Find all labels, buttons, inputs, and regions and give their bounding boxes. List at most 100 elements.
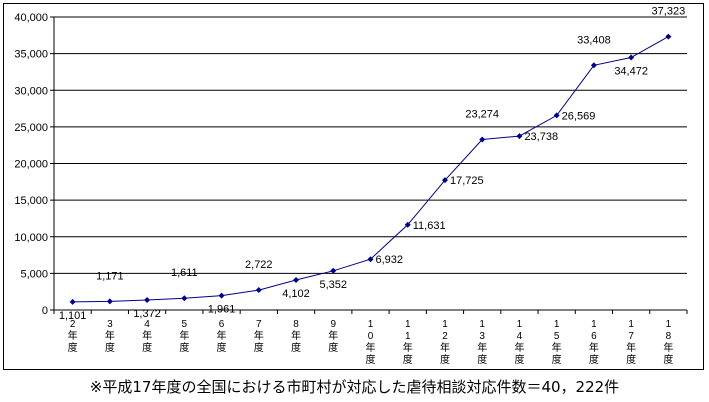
svg-text:5: 5 — [554, 331, 560, 342]
svg-text:度: 度 — [589, 353, 599, 366]
data-label: 2,722 — [245, 259, 273, 271]
data-point — [69, 298, 76, 305]
svg-text:6: 6 — [219, 319, 225, 330]
line-chart: 0 5,000 10,000 15,000 20,000 25,000 30,000 35,0… — [14, 6, 688, 366]
svg-text:度: 度 — [477, 353, 487, 366]
chart-frame: 0 5,000 10,000 15,000 20,000 25,000 30,000 35,0… — [3, 3, 704, 370]
data-point — [218, 292, 225, 299]
y-tick-label: 20,000 — [14, 159, 48, 171]
svg-text:年: 年 — [328, 329, 338, 342]
svg-text:6: 6 — [591, 331, 597, 342]
svg-text:年: 年 — [217, 329, 227, 342]
svg-text:年: 年 — [663, 341, 673, 354]
x-tick-label: 5年度 — [179, 319, 189, 354]
y-tick-label: 15,000 — [14, 195, 48, 207]
x-tick-label: 17年度 — [626, 319, 636, 366]
svg-text:年: 年 — [477, 341, 487, 354]
svg-text:年: 年 — [68, 329, 78, 342]
x-tick-label: 9年度 — [328, 319, 338, 354]
data-point — [628, 54, 635, 61]
data-label: 1,372 — [133, 308, 161, 320]
svg-text:度: 度 — [291, 341, 301, 354]
svg-text:8: 8 — [666, 331, 672, 342]
svg-text:8: 8 — [293, 319, 299, 330]
svg-text:年: 年 — [589, 341, 599, 354]
data-point — [106, 298, 113, 305]
svg-text:0: 0 — [368, 331, 374, 342]
svg-text:年: 年 — [142, 329, 152, 342]
svg-text:1: 1 — [666, 319, 672, 330]
svg-text:4: 4 — [144, 319, 150, 330]
x-tick-label: 4年度 — [142, 319, 152, 354]
svg-text:1: 1 — [405, 319, 411, 330]
y-tick-label: 40,000 — [14, 12, 48, 24]
svg-text:度: 度 — [366, 353, 376, 366]
svg-text:1: 1 — [405, 331, 411, 342]
svg-text:年: 年 — [366, 341, 376, 354]
svg-text:度: 度 — [68, 341, 78, 354]
data-point — [330, 267, 337, 274]
data-point — [516, 133, 523, 140]
data-point — [144, 296, 151, 303]
x-tick-label: 7年度 — [254, 319, 264, 354]
data-label: 17,725 — [450, 175, 484, 187]
chart-note: ※平成17年度の全国における市町村が対応した虐待相談対応件数＝40，222件 — [89, 378, 620, 396]
y-tick-label: 35,000 — [14, 49, 48, 61]
svg-text:1: 1 — [368, 319, 374, 330]
data-label: 33,408 — [577, 34, 611, 46]
svg-text:1: 1 — [479, 319, 485, 330]
svg-text:度: 度 — [328, 341, 338, 354]
data-label: 23,738 — [524, 131, 558, 143]
svg-text:7: 7 — [628, 331, 634, 342]
x-tick-label: 2年度 — [68, 319, 78, 354]
data-label: 1,961 — [208, 304, 236, 316]
svg-text:度: 度 — [179, 341, 189, 354]
svg-text:度: 度 — [254, 341, 264, 354]
data-label: 11,631 — [413, 220, 446, 232]
svg-text:度: 度 — [105, 341, 115, 354]
svg-text:度: 度 — [217, 341, 227, 354]
svg-text:1: 1 — [442, 319, 448, 330]
svg-text:年: 年 — [626, 341, 636, 354]
data-point — [479, 136, 486, 143]
data-point — [553, 112, 560, 119]
svg-text:年: 年 — [291, 329, 301, 342]
svg-text:1: 1 — [591, 319, 597, 330]
data-label: 4,102 — [282, 288, 310, 300]
svg-text:年: 年 — [179, 329, 189, 342]
y-tick-label: 25,000 — [14, 122, 48, 134]
svg-text:年: 年 — [105, 329, 115, 342]
x-tick-label: 8年度 — [291, 319, 301, 354]
y-tick-label: 10,000 — [14, 232, 48, 244]
svg-text:1: 1 — [554, 319, 560, 330]
y-tick-label: 0 — [42, 305, 48, 317]
data-point — [181, 295, 188, 302]
data-label: 1,611 — [171, 267, 198, 279]
data-point — [367, 256, 374, 263]
data-point — [255, 287, 262, 294]
svg-text:度: 度 — [514, 353, 524, 366]
data-point — [441, 177, 448, 184]
data-point — [665, 33, 672, 40]
svg-text:1: 1 — [628, 319, 634, 330]
data-point — [293, 276, 300, 283]
svg-text:5: 5 — [182, 319, 188, 330]
svg-text:度: 度 — [663, 353, 673, 366]
data-label: 5,352 — [319, 279, 347, 291]
y-tick-label: 5,000 — [20, 268, 48, 280]
y-tick-label: 30,000 — [14, 85, 48, 97]
svg-text:年: 年 — [403, 341, 413, 354]
svg-text:4: 4 — [517, 331, 523, 342]
data-label: 26,569 — [562, 110, 596, 122]
svg-text:度: 度 — [440, 353, 450, 366]
data-label: 37,323 — [652, 6, 686, 18]
svg-text:度: 度 — [552, 353, 562, 366]
svg-text:度: 度 — [142, 341, 152, 354]
svg-text:度: 度 — [403, 353, 413, 366]
data-point — [590, 62, 597, 69]
svg-text:3: 3 — [479, 331, 485, 342]
